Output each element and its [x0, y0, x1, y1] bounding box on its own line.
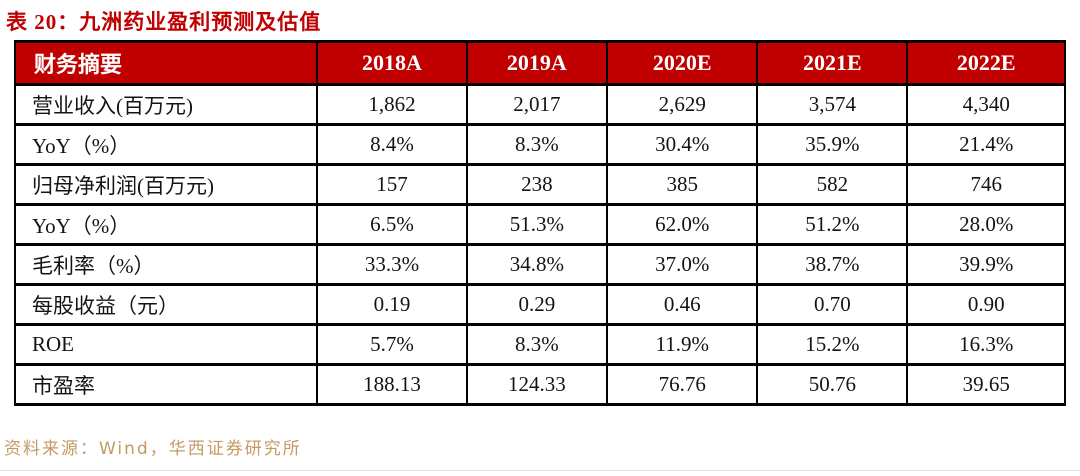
- table-row-net-profit: 归母净利润(百万元) 157 238 385 582 746: [13, 163, 1066, 206]
- table-cell: 157: [316, 163, 468, 206]
- table-cell: 50.76: [756, 363, 909, 406]
- row-label: 每股收益（元）: [13, 283, 319, 326]
- column-header-2022e: 2022E: [906, 40, 1066, 86]
- table-cell: 8.3%: [465, 323, 609, 366]
- table-cell: 4,340: [906, 83, 1066, 126]
- table-cell: 51.3%: [465, 203, 609, 246]
- row-label: YoY（%）: [13, 123, 319, 166]
- table-cell: 1,862: [316, 83, 468, 126]
- table-cell: 62.0%: [606, 203, 759, 246]
- table-cell: 38.7%: [756, 243, 909, 286]
- table-row-revenue-yoy: YoY（%） 8.4% 8.3% 30.4% 35.9% 21.4%: [13, 123, 1066, 166]
- table-cell: 0.70: [756, 283, 909, 326]
- table-cell: 0.29: [465, 283, 609, 326]
- table-cell: 238: [465, 163, 609, 206]
- table-cell: 582: [756, 163, 909, 206]
- table-cell: 5.7%: [316, 323, 468, 366]
- table-cell: 0.19: [316, 283, 468, 326]
- table-row-revenue: 营业收入(百万元) 1,862 2,017 2,629 3,574 4,340: [13, 83, 1066, 126]
- data-source-note: 资料来源：Wind，华西证券研究所: [4, 439, 302, 459]
- table-cell: 2,017: [465, 83, 609, 126]
- table-cell: 11.9%: [606, 323, 759, 366]
- row-label: 营业收入(百万元): [13, 83, 319, 126]
- table-cell: 0.46: [606, 283, 759, 326]
- column-header-2018a: 2018A: [316, 40, 468, 86]
- table-cell: 51.2%: [756, 203, 909, 246]
- row-label: 市盈率: [13, 363, 319, 406]
- table-cell: 385: [606, 163, 759, 206]
- column-header-2021e: 2021E: [756, 40, 909, 86]
- table-cell: 0.90: [906, 283, 1066, 326]
- table-cell: 33.3%: [316, 243, 468, 286]
- table-row-gross-margin: 毛利率（%） 33.3% 34.8% 37.0% 38.7% 39.9%: [13, 243, 1066, 286]
- row-label: 归母净利润(百万元): [13, 163, 319, 206]
- table-row-net-profit-yoy: YoY（%） 6.5% 51.3% 62.0% 51.2% 28.0%: [13, 203, 1066, 246]
- table-cell: 39.9%: [906, 243, 1066, 286]
- table-cell: 8.4%: [316, 123, 468, 166]
- table-cell: 3,574: [756, 83, 909, 126]
- financial-summary-table: 财务摘要 2018A 2019A 2020E 2021E 2022E 营业收入(…: [13, 40, 1066, 406]
- table-cell: 35.9%: [756, 123, 909, 166]
- header-row: 财务摘要 2018A 2019A 2020E 2021E 2022E: [13, 40, 1066, 86]
- table-cell: 15.2%: [756, 323, 909, 366]
- column-header-2020e: 2020E: [606, 40, 759, 86]
- table-cell: 30.4%: [606, 123, 759, 166]
- table-cell: 34.8%: [465, 243, 609, 286]
- table-cell: 37.0%: [606, 243, 759, 286]
- table-cell: 188.13: [316, 363, 468, 406]
- table-cell: 8.3%: [465, 123, 609, 166]
- table-cell: 746: [906, 163, 1066, 206]
- table-cell: 2,629: [606, 83, 759, 126]
- row-label: YoY（%）: [13, 203, 319, 246]
- table-row-pe: 市盈率 188.13 124.33 76.76 50.76 39.65: [13, 363, 1066, 406]
- table-cell: 39.65: [906, 363, 1066, 406]
- table-title: 表 20：九洲药业盈利预测及估值: [6, 10, 322, 34]
- column-header-2019a: 2019A: [465, 40, 609, 86]
- table-cell: 6.5%: [316, 203, 468, 246]
- table-cell: 21.4%: [906, 123, 1066, 166]
- table-cell: 16.3%: [906, 323, 1066, 366]
- table-row-eps: 每股收益（元） 0.19 0.29 0.46 0.70 0.90: [13, 283, 1066, 326]
- table-cell: 28.0%: [906, 203, 1066, 246]
- table-row-roe: ROE 5.7% 8.3% 11.9% 15.2% 16.3%: [13, 323, 1066, 366]
- column-header-summary: 财务摘要: [13, 40, 319, 86]
- table-cell: 124.33: [465, 363, 609, 406]
- row-label: ROE: [13, 323, 319, 366]
- table-cell: 76.76: [606, 363, 759, 406]
- row-label: 毛利率（%）: [13, 243, 319, 286]
- bottom-divider: [0, 470, 1080, 471]
